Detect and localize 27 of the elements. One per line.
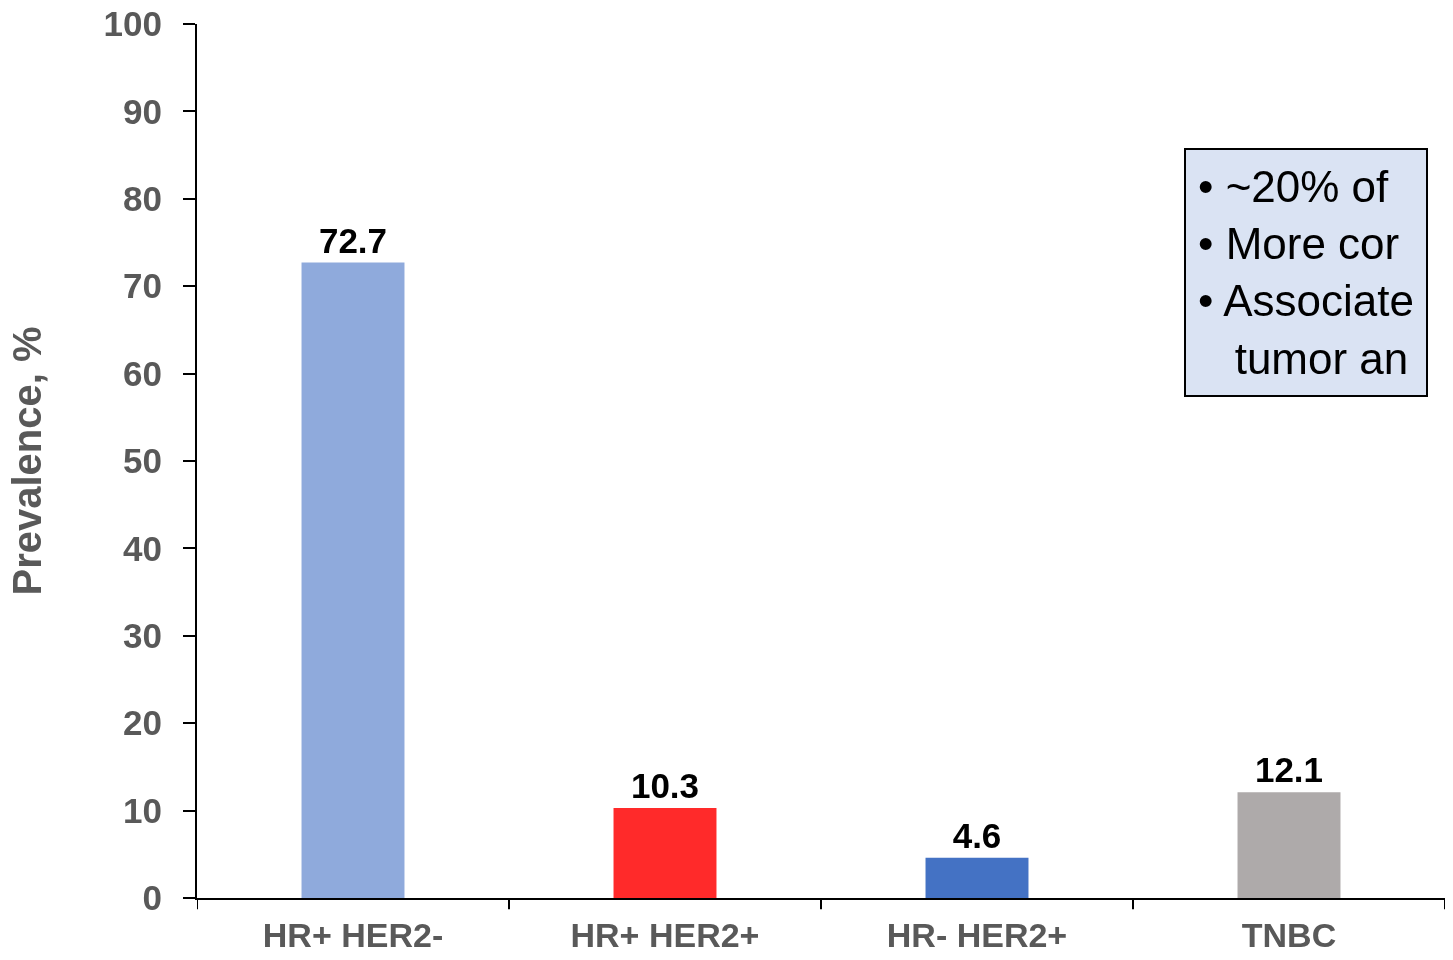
data-label: 4.6 <box>952 815 1002 855</box>
bar <box>925 857 1029 898</box>
y-tick-label: 20 <box>123 703 162 743</box>
y-tick-label: 70 <box>123 266 162 306</box>
y-tick-label: 50 <box>123 441 162 481</box>
y-axis-title: Prevalence, % <box>4 326 49 596</box>
bar <box>613 807 717 898</box>
x-tick-label: TNBC <box>1241 915 1337 954</box>
y-tick-label: 80 <box>123 179 162 219</box>
y-tick-label: 30 <box>123 616 162 656</box>
y-tick-label: 0 <box>142 878 162 918</box>
x-tick-label: HR+ HER2- <box>262 915 444 954</box>
y-tick-label: 60 <box>123 353 162 393</box>
y-tick-label: 10 <box>123 790 162 830</box>
x-tick-label: HR+ HER2+ <box>570 915 760 954</box>
data-label: 72.7 <box>318 220 388 260</box>
annotation: • ~20% of <box>1198 162 1390 211</box>
data-label: 12.1 <box>1254 750 1324 790</box>
data-label: 10.3 <box>630 765 700 805</box>
y-tick-label: 90 <box>123 91 162 131</box>
annotation: • More cor <box>1198 219 1400 269</box>
y-tick-label: 100 <box>103 4 162 44</box>
y-tick-label: 40 <box>123 528 162 568</box>
x-tick-label: HR- HER2+ <box>886 915 1068 954</box>
annotation: • Associate tumor an <box>1198 276 1414 383</box>
bar <box>301 262 405 898</box>
bar <box>1237 792 1341 898</box>
